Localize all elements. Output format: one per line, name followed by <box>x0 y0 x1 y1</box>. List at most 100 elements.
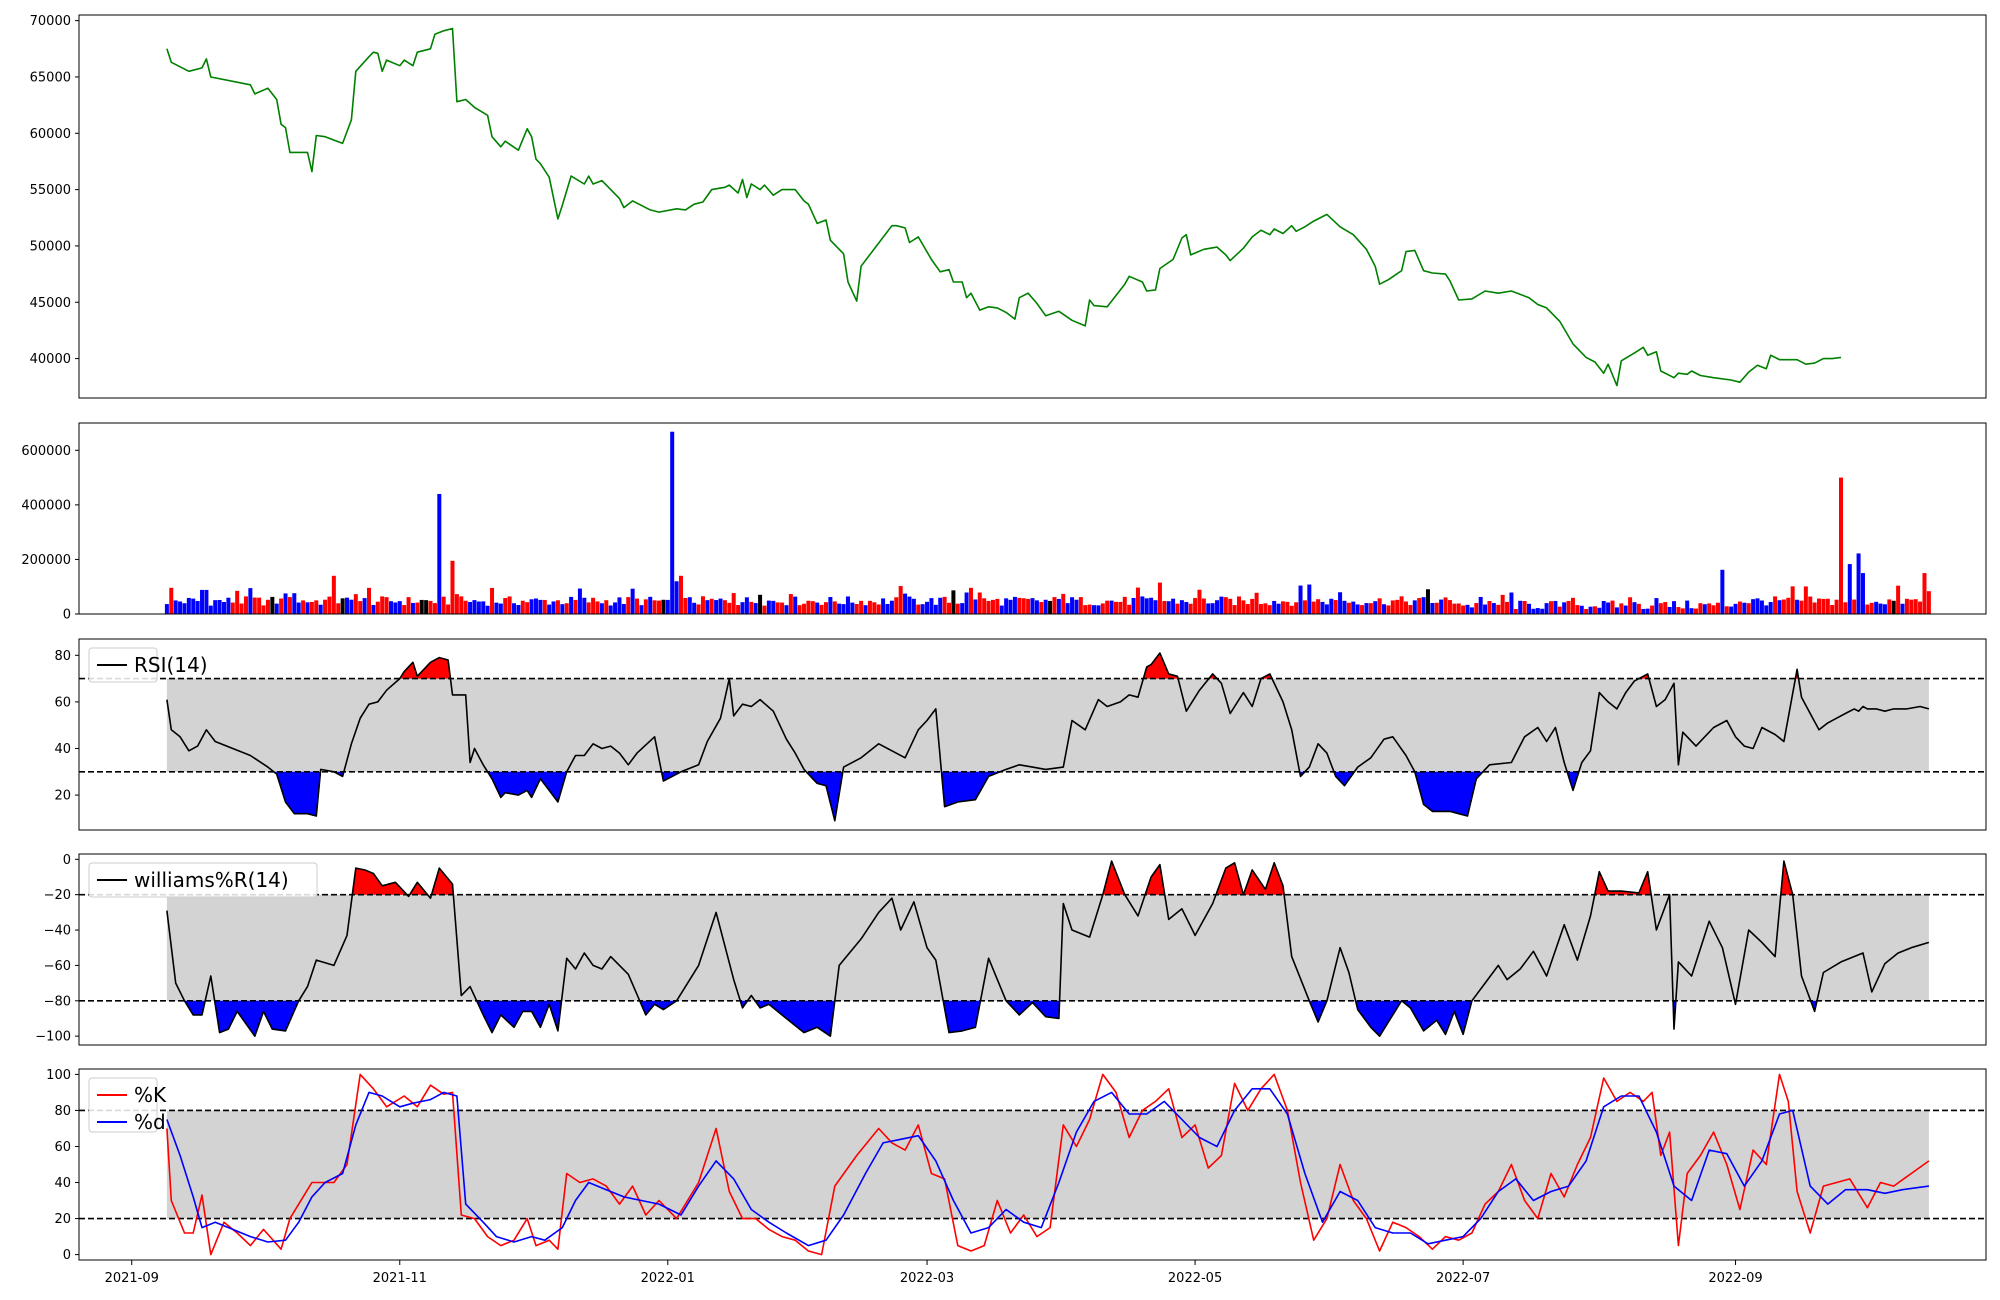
volume-bar <box>1078 597 1083 614</box>
volume-bar <box>718 598 723 614</box>
axes-frame-volume <box>78 422 1987 615</box>
volume-bar <box>1513 609 1518 614</box>
volume-bar <box>916 604 921 614</box>
volume-bar <box>635 598 640 614</box>
volume-bar <box>639 605 644 614</box>
volume-bar <box>823 602 828 614</box>
volume-bar <box>1614 607 1619 614</box>
volume-bar <box>393 602 398 614</box>
volume-bar <box>736 604 741 614</box>
volume-bar <box>1360 605 1365 614</box>
volume-bar <box>1153 600 1158 614</box>
volume-bar <box>1715 602 1720 614</box>
volume-bar <box>573 599 578 614</box>
volume-bar <box>569 596 574 614</box>
panel-williams: −100 −80 −60 −40 −20 0 williams%R(14) <box>35 853 1987 1046</box>
volume-bar <box>1469 607 1474 614</box>
volume-bar <box>1096 605 1101 614</box>
volume-bar <box>1904 598 1909 614</box>
volume-bar <box>1166 601 1171 614</box>
x-tick-label: 2022-03 <box>900 1271 954 1286</box>
y-tick-label: −80 <box>44 994 71 1009</box>
x-tick-label: 2022-07 <box>1436 1271 1490 1286</box>
volume-bar <box>670 431 675 614</box>
y-tick-label: 65000 <box>30 70 71 85</box>
overbought-fill <box>431 868 454 895</box>
volume-bar <box>1399 596 1404 614</box>
volume-bar <box>828 597 833 614</box>
volume-bar <box>169 587 174 614</box>
volume-bar <box>608 605 613 614</box>
volume-bar <box>1755 598 1760 614</box>
panel-volume: 0 200000 400000 600000 <box>21 422 1987 623</box>
volume-bar <box>797 605 802 614</box>
volume-bar <box>375 601 380 614</box>
volume-bar <box>1891 600 1896 614</box>
volume-bar <box>903 593 908 614</box>
volume-bar <box>323 599 328 614</box>
volume-bar <box>1364 603 1369 614</box>
oversold-fill <box>941 771 1001 807</box>
volume-bar <box>1289 605 1294 614</box>
volume-bar <box>595 601 600 614</box>
volume-bar <box>261 605 266 614</box>
volume-bar <box>854 604 859 614</box>
y-tick-label: 60 <box>54 695 71 710</box>
volume-bar <box>1254 592 1259 614</box>
series-line-d <box>166 1088 1930 1247</box>
volume-bar <box>472 600 477 614</box>
volume-bar <box>1430 602 1435 614</box>
y-tick-label: 70000 <box>30 14 71 29</box>
volume-bar <box>1636 603 1641 614</box>
volume-bar <box>1179 600 1184 614</box>
volume-bar <box>758 594 763 614</box>
volume-bar <box>516 604 521 614</box>
volume-bar <box>973 599 978 614</box>
volume-bar <box>1105 600 1110 614</box>
volume-bar <box>468 601 473 614</box>
volume-bar <box>301 600 306 614</box>
overbought-fill <box>1594 871 1652 895</box>
volume-bar <box>819 604 824 614</box>
volume-bar <box>239 603 244 614</box>
volume-bar <box>164 604 169 614</box>
volume-bar <box>1531 608 1536 614</box>
volume-bar <box>1522 601 1527 614</box>
volume-bar <box>248 588 253 614</box>
volume-bar <box>1720 569 1725 614</box>
volume-bar <box>604 600 609 614</box>
volume-bar <box>709 598 714 614</box>
oversold-fill <box>943 1000 981 1033</box>
volume-bar <box>1193 598 1198 614</box>
volume-bar <box>968 587 973 614</box>
volume-bar <box>292 593 297 614</box>
legend-label: %d <box>134 1110 166 1134</box>
volume-bar <box>1909 599 1914 614</box>
volume-bar <box>1856 553 1861 614</box>
volume-bar <box>1144 598 1149 614</box>
volume-bar <box>1918 601 1923 614</box>
volume-bar <box>1786 597 1791 614</box>
volume-bar <box>419 599 424 614</box>
volume-bar <box>1777 600 1782 614</box>
volume-bar <box>1149 597 1154 614</box>
volume-bar <box>353 594 358 614</box>
volume-bar <box>1478 596 1483 614</box>
volume-bar <box>1724 606 1729 614</box>
volume-bar <box>1373 601 1378 614</box>
volume-bar <box>384 597 389 614</box>
volume-bar <box>626 597 631 614</box>
volume-bar <box>1412 600 1417 614</box>
volume-bar <box>714 600 719 614</box>
volume-bar <box>1461 605 1466 614</box>
y-tick-label: 0 <box>63 853 71 868</box>
volume-bar <box>889 600 894 614</box>
volume-bar <box>450 560 455 614</box>
volume-bar <box>274 603 279 614</box>
neutral-band <box>166 894 1929 1001</box>
volume-bar <box>1465 604 1470 614</box>
volume-bar <box>529 599 534 614</box>
volume-bar <box>1267 605 1272 614</box>
volume-bar <box>1377 598 1382 614</box>
volume-bar <box>1065 603 1070 614</box>
